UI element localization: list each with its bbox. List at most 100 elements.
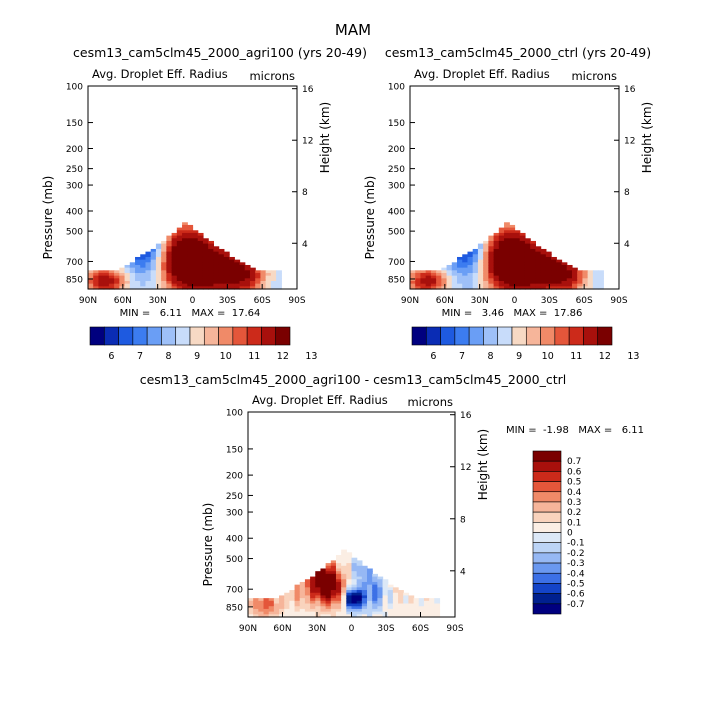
field-cell bbox=[423, 598, 430, 602]
field-cell bbox=[187, 259, 194, 263]
field-cell bbox=[509, 262, 516, 266]
field-cell bbox=[108, 270, 115, 274]
field-cell bbox=[545, 256, 552, 261]
field-cell bbox=[351, 568, 358, 572]
field-cell bbox=[418, 611, 425, 615]
field-cell bbox=[145, 251, 152, 255]
field-cell bbox=[213, 262, 220, 266]
field-cell bbox=[472, 259, 479, 263]
field-cell bbox=[253, 598, 259, 602]
field-cell bbox=[229, 280, 235, 285]
field-cell bbox=[504, 232, 510, 237]
field-cell bbox=[192, 275, 199, 279]
field-cell bbox=[561, 280, 568, 285]
colorbar-label: 0 bbox=[567, 529, 573, 539]
field-cell bbox=[351, 614, 358, 618]
field-cell bbox=[218, 262, 225, 266]
field-cell bbox=[361, 598, 368, 602]
field-cell bbox=[289, 590, 296, 594]
field-cell bbox=[356, 603, 363, 607]
panel-title: cesm13_cam5clm45_2000_agri100 (yrs 20-49… bbox=[73, 45, 367, 60]
field-cell bbox=[197, 272, 204, 277]
field-cell bbox=[545, 264, 552, 269]
field-cell bbox=[356, 611, 363, 615]
colorbar: 6 7 8 9 10 11 12 13 bbox=[89, 326, 317, 362]
field-cell bbox=[341, 611, 347, 615]
field-cell bbox=[320, 590, 327, 594]
field-cell bbox=[577, 280, 584, 285]
field-cell bbox=[145, 270, 152, 274]
field-cell bbox=[392, 606, 399, 610]
field-cell bbox=[145, 286, 152, 290]
field-cell bbox=[255, 272, 262, 277]
field-cell bbox=[192, 286, 199, 290]
colorbar-label: 7 bbox=[459, 351, 465, 362]
field-cell bbox=[341, 555, 347, 559]
field-cell bbox=[171, 275, 178, 279]
field-cell bbox=[187, 275, 194, 279]
y-tick-label: 250 bbox=[226, 492, 243, 502]
field-cell bbox=[315, 608, 322, 613]
field-cell bbox=[330, 606, 337, 610]
field-cell bbox=[166, 280, 173, 285]
field-cell bbox=[161, 254, 167, 258]
colorbar-label: 0.6 bbox=[567, 467, 582, 477]
field-cell bbox=[171, 240, 178, 245]
field-cell bbox=[598, 272, 604, 277]
field-cell bbox=[493, 275, 500, 279]
colorbar-label: 7 bbox=[137, 351, 143, 362]
field-cell bbox=[135, 256, 141, 261]
field-cell bbox=[530, 248, 536, 253]
field-cell bbox=[294, 606, 301, 610]
field-cell bbox=[462, 280, 469, 285]
field-cell bbox=[535, 251, 542, 255]
field-cell bbox=[509, 246, 516, 250]
field-cell bbox=[483, 246, 489, 250]
colorbar-box bbox=[583, 326, 599, 346]
field-cell bbox=[166, 256, 173, 261]
field-cell bbox=[335, 581, 342, 586]
colorbar-box bbox=[597, 326, 613, 346]
field-cell bbox=[423, 614, 430, 618]
field-cell bbox=[140, 286, 147, 290]
field-cell bbox=[530, 267, 536, 271]
field-cell bbox=[187, 232, 194, 237]
field-cell bbox=[187, 238, 194, 242]
field-cell bbox=[514, 246, 521, 250]
field-cell bbox=[330, 565, 337, 570]
field-cell bbox=[524, 275, 531, 279]
field-cell bbox=[434, 598, 441, 602]
x-tick-label: 0 bbox=[190, 296, 196, 306]
field-cell bbox=[315, 576, 322, 580]
field-cell bbox=[577, 286, 584, 290]
field-cell bbox=[356, 563, 363, 567]
field-cell bbox=[509, 254, 516, 258]
field-cells bbox=[248, 549, 441, 618]
field-cell bbox=[430, 283, 437, 287]
field-cell bbox=[263, 603, 270, 607]
field-cell bbox=[561, 267, 568, 271]
colorbar-box bbox=[511, 326, 527, 346]
field-cell bbox=[472, 280, 479, 285]
field-cell bbox=[229, 264, 235, 269]
field-cell bbox=[341, 560, 347, 564]
field-cell bbox=[467, 280, 474, 285]
field-cell bbox=[192, 283, 199, 287]
field-cell bbox=[248, 614, 254, 618]
field-cell bbox=[268, 608, 275, 613]
field-cell bbox=[187, 235, 194, 239]
field-cell bbox=[299, 611, 306, 615]
field-cell bbox=[488, 280, 495, 285]
colorbar-label: 9 bbox=[194, 351, 200, 362]
field-cell bbox=[377, 592, 384, 597]
field-cell bbox=[234, 280, 241, 285]
field-cell bbox=[187, 251, 194, 255]
field-cell bbox=[299, 598, 306, 602]
field-cell bbox=[462, 254, 469, 258]
field-cell bbox=[150, 259, 157, 263]
field-cell bbox=[260, 272, 267, 277]
field-cell bbox=[509, 267, 516, 271]
field-cell bbox=[103, 272, 110, 277]
field-cell bbox=[519, 243, 526, 247]
field-cell bbox=[135, 270, 141, 274]
